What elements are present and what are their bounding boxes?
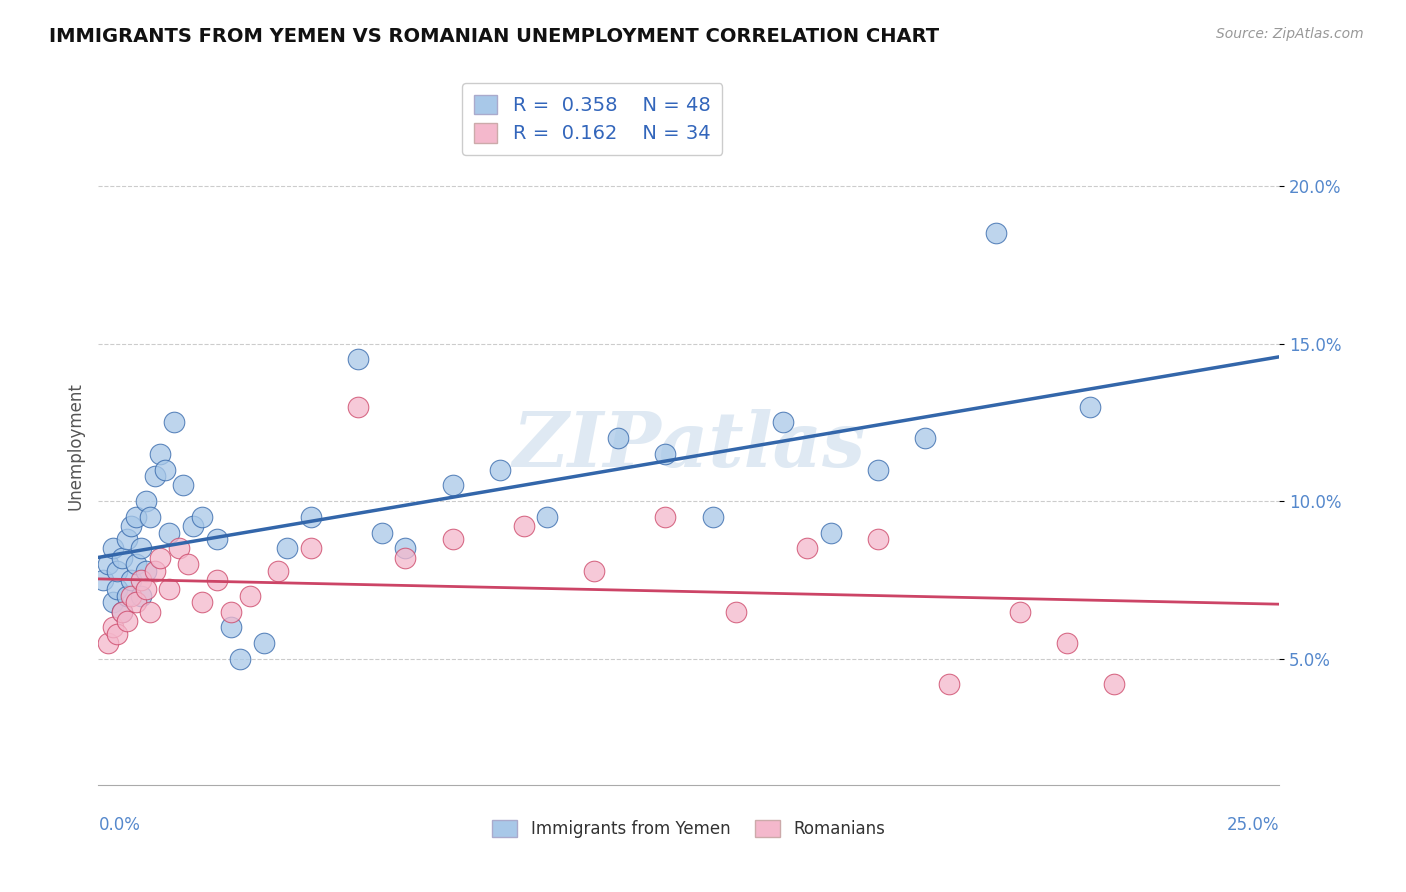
Point [1080, 400, 1102, 414]
Point [191, 510, 214, 524]
Point [536, 510, 558, 524]
Point [191, 595, 214, 609]
Point [167, 541, 190, 556]
Point [157, 525, 180, 540]
Point [149, 447, 172, 461]
Point [347, 400, 370, 414]
Point [143, 469, 166, 483]
Point [205, 573, 228, 587]
Point [441, 478, 464, 492]
Point [149, 550, 172, 565]
Point [1056, 636, 1078, 650]
Point [163, 415, 186, 429]
Point [121, 589, 143, 603]
Point [299, 510, 322, 524]
Point [111, 550, 134, 565]
Point [347, 352, 370, 367]
Point [984, 226, 1007, 240]
Point [105, 564, 128, 578]
Point [441, 532, 464, 546]
Text: ZIPatlas: ZIPatlas [512, 409, 866, 483]
Text: Source: ZipAtlas.com: Source: ZipAtlas.com [1216, 27, 1364, 41]
Point [111, 605, 134, 619]
Point [129, 541, 152, 556]
Point [820, 525, 842, 540]
Point [172, 478, 194, 492]
Point [105, 626, 128, 640]
Point [135, 494, 157, 508]
Point [1008, 605, 1031, 619]
Point [725, 605, 748, 619]
Point [91, 573, 114, 587]
Point [129, 573, 152, 587]
Point [394, 550, 416, 565]
Point [101, 620, 124, 634]
Point [105, 582, 128, 597]
Point [299, 541, 322, 556]
Point [772, 415, 794, 429]
Text: IMMIGRANTS FROM YEMEN VS ROMANIAN UNEMPLOYMENT CORRELATION CHART: IMMIGRANTS FROM YEMEN VS ROMANIAN UNEMPL… [49, 27, 939, 45]
Point [101, 595, 124, 609]
Point [866, 532, 889, 546]
Point [702, 510, 724, 524]
Point [143, 564, 166, 578]
Point [129, 589, 152, 603]
Y-axis label: Unemployment: Unemployment [66, 382, 84, 510]
Point [371, 525, 394, 540]
Point [914, 431, 936, 445]
Text: 0.0%: 0.0% [98, 815, 141, 833]
Point [157, 582, 180, 597]
Point [115, 589, 138, 603]
Point [267, 564, 290, 578]
Point [583, 564, 606, 578]
Legend: Immigrants from Yemen, Romanians: Immigrants from Yemen, Romanians [485, 813, 893, 845]
Point [139, 605, 162, 619]
Point [205, 532, 228, 546]
Point [607, 431, 630, 445]
Point [181, 519, 204, 533]
Point [938, 677, 960, 691]
Point [125, 558, 148, 572]
Point [139, 510, 162, 524]
Point [121, 573, 143, 587]
Point [276, 541, 298, 556]
Point [654, 447, 676, 461]
Point [219, 605, 242, 619]
Point [866, 463, 889, 477]
Point [97, 636, 120, 650]
Point [253, 636, 276, 650]
Point [177, 558, 200, 572]
Point [97, 558, 120, 572]
Point [153, 463, 176, 477]
Point [219, 620, 242, 634]
Text: 25.0%: 25.0% [1227, 815, 1279, 833]
Point [125, 595, 148, 609]
Point [229, 652, 252, 666]
Point [101, 541, 124, 556]
Point [125, 510, 148, 524]
Point [121, 519, 143, 533]
Point [512, 519, 534, 533]
Point [135, 564, 157, 578]
Point [239, 589, 262, 603]
Point [394, 541, 416, 556]
Point [111, 605, 134, 619]
Point [115, 532, 138, 546]
Point [115, 614, 138, 628]
Point [796, 541, 818, 556]
Point [489, 463, 512, 477]
Point [135, 582, 157, 597]
Point [654, 510, 676, 524]
Point [1102, 677, 1125, 691]
